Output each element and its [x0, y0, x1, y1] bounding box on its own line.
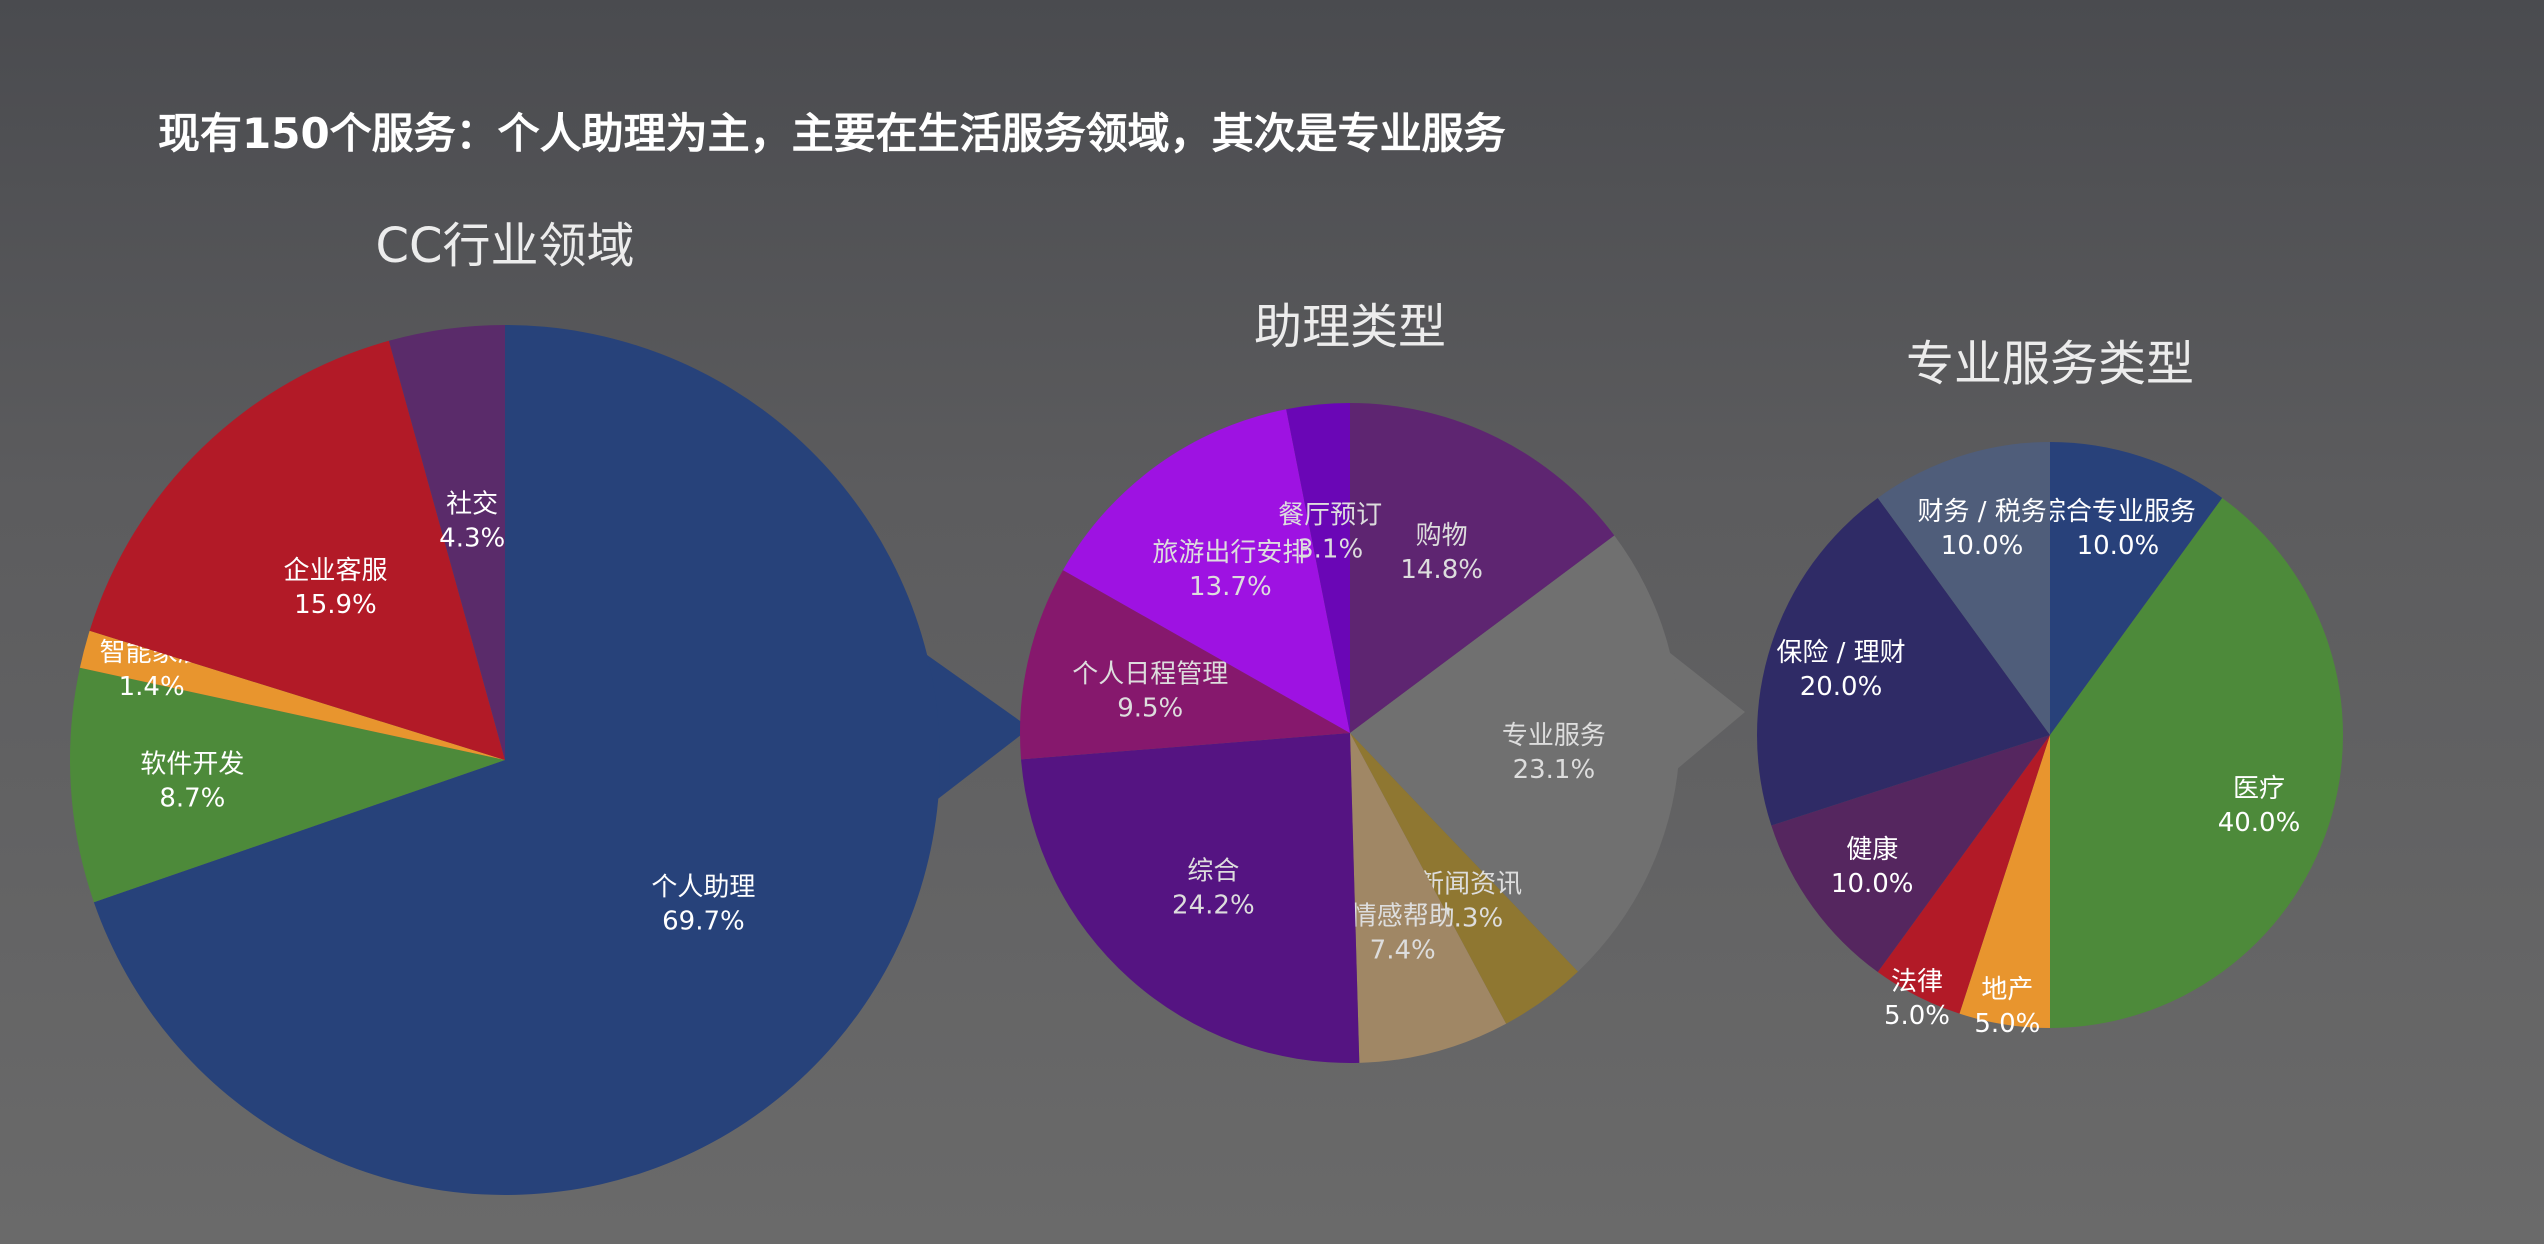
slice-percent: 20.0%	[1800, 672, 1883, 702]
slice-percent: 10.0%	[1831, 869, 1914, 899]
slice-label: 软件开发	[140, 750, 244, 780]
pie-slice	[1756, 497, 2050, 826]
pie-slice	[2050, 442, 2223, 735]
pie-slice	[1877, 735, 2050, 1014]
pie-pro-service-type: 综合专业服务 10.0% 医疗 40.0% 地产 5.0% 法律 5.0% 健康 10.0% 保险 …	[1756, 442, 2344, 1039]
slice-label: 情感帮助	[1351, 902, 1455, 932]
slice-percent: 13.7%	[1189, 572, 1272, 602]
slice-percent: 10.0%	[1941, 531, 2024, 561]
chart-title-assistant-type: 助理类型	[1254, 299, 1446, 355]
slice-label: 地产	[1981, 975, 2033, 1005]
slice-percent: 5.0%	[1884, 1001, 1950, 1031]
slice-percent: 14.8%	[1400, 555, 1483, 585]
slice-percent: 10.0%	[2077, 531, 2160, 561]
pie-slice	[70, 667, 505, 903]
slice-label: 保险 / 理财	[1776, 638, 1905, 668]
slice-label: 个人日程管理	[1072, 660, 1228, 690]
pie-slice	[1063, 409, 1350, 733]
slice-label: 综合专业服务	[2040, 497, 2196, 527]
slice-label: 旅游出行安排	[1152, 538, 1308, 568]
slice-label: 社交	[446, 490, 498, 520]
slice-percent: 23.1%	[1513, 755, 1596, 785]
slice-percent: 4.3%	[439, 524, 505, 554]
slice-percent: 24.2%	[1172, 890, 1255, 920]
slice-percent: 69.7%	[662, 906, 745, 936]
slice-label: 财务 / 税务	[1917, 497, 2046, 527]
pie-slice	[1350, 733, 1507, 1063]
slice-label: 综合	[1187, 856, 1239, 886]
slice-label: 医疗	[2233, 774, 2285, 804]
pie-slice	[1020, 570, 1350, 760]
pie-slice	[1350, 733, 1578, 1024]
pie-slice	[79, 630, 505, 760]
chart-title-industry: CC行业领域	[375, 218, 634, 274]
slice-label: 专业服务	[1502, 721, 1606, 751]
pie-assistant-type: 购物14.8%专业服务23.1%新闻资讯4.3%情感帮助7.4%综合24.2%个…	[1020, 403, 1680, 1063]
pie-slice	[1771, 735, 2050, 973]
pie-slice	[1286, 403, 1350, 733]
slice-percent: 8.7%	[159, 784, 225, 814]
slice-percent: 7.4%	[1370, 936, 1436, 966]
slice-percent: 15.9%	[294, 590, 377, 620]
slice-percent: 40.0%	[2218, 808, 2301, 838]
pie-slice	[1959, 735, 2050, 1028]
pie-slice	[1350, 403, 1615, 733]
slice-percent: 3.1%	[1297, 534, 1363, 564]
callout-connector-1	[920, 650, 1030, 805]
pie-slice	[1877, 442, 2050, 735]
pie-slice	[388, 325, 505, 760]
slice-label: 健康	[1846, 835, 1898, 865]
pie-slice	[2050, 497, 2344, 1028]
slice-label: 企业客服	[283, 556, 387, 586]
slice-label: 法律	[1891, 967, 1943, 997]
pie-slice	[93, 325, 940, 1195]
slice-label: 购物	[1416, 521, 1468, 551]
page-headline: 现有150个服务：个人助理为主，主要在生活服务领域，其次是专业服务	[158, 109, 1506, 158]
slice-percent: 1.4%	[119, 672, 185, 702]
chart-title-pro-service-type: 专业服务类型	[1906, 336, 2194, 392]
slice-label: 餐厅预订	[1278, 500, 1382, 530]
callout-connector-2	[1660, 645, 1745, 775]
pie-slice	[89, 340, 506, 760]
slice-label: 个人助理	[651, 872, 755, 902]
slice-percent: 9.5%	[1117, 694, 1183, 724]
pie-slice	[1350, 535, 1680, 972]
pie-slice	[1021, 733, 1360, 1063]
slice-percent: 5.0%	[1974, 1009, 2040, 1039]
